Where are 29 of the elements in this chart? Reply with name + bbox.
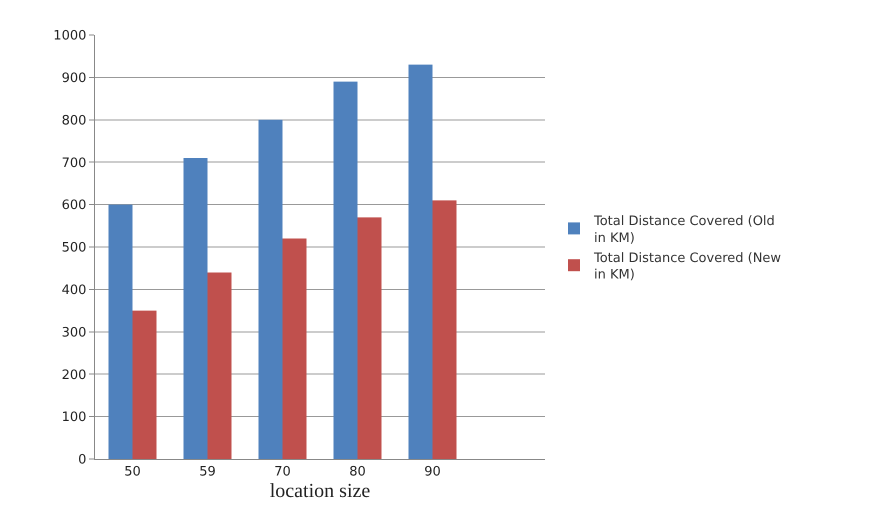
y-tick-label: 100 [62,410,86,426]
y-tick-label: 0 [78,452,86,468]
y-tick-label: 600 [62,198,86,214]
bar [282,238,306,459]
y-tick-label: 500 [62,240,86,256]
legend-label: Total Distance Covered (Old in KM) [593,214,775,246]
x-tick-label: 50 [124,464,141,480]
bar [408,64,432,459]
x-tick-label: 59 [199,464,216,480]
bar [108,204,132,459]
x-axis-title: location size [270,480,370,502]
x-tick-label: 90 [424,464,441,480]
bar [334,82,358,459]
bar [358,217,382,459]
bar [132,310,156,459]
y-tick-label: 1000 [53,28,86,44]
x-tick-label: 70 [274,464,291,480]
y-tick-label: 700 [62,156,86,171]
legend-label: Total Distance Covered (New in KM) [593,250,782,283]
bar [208,272,232,459]
x-tick-label: 80 [349,464,366,480]
bar [432,200,456,459]
bar [258,120,282,459]
bar [184,158,208,459]
y-tick-label: 400 [62,282,86,298]
y-tick-label: 300 [62,325,86,340]
y-tick-label: 800 [62,113,86,128]
y-tick-label: 900 [62,70,86,86]
y-tick-label: 200 [62,368,86,383]
